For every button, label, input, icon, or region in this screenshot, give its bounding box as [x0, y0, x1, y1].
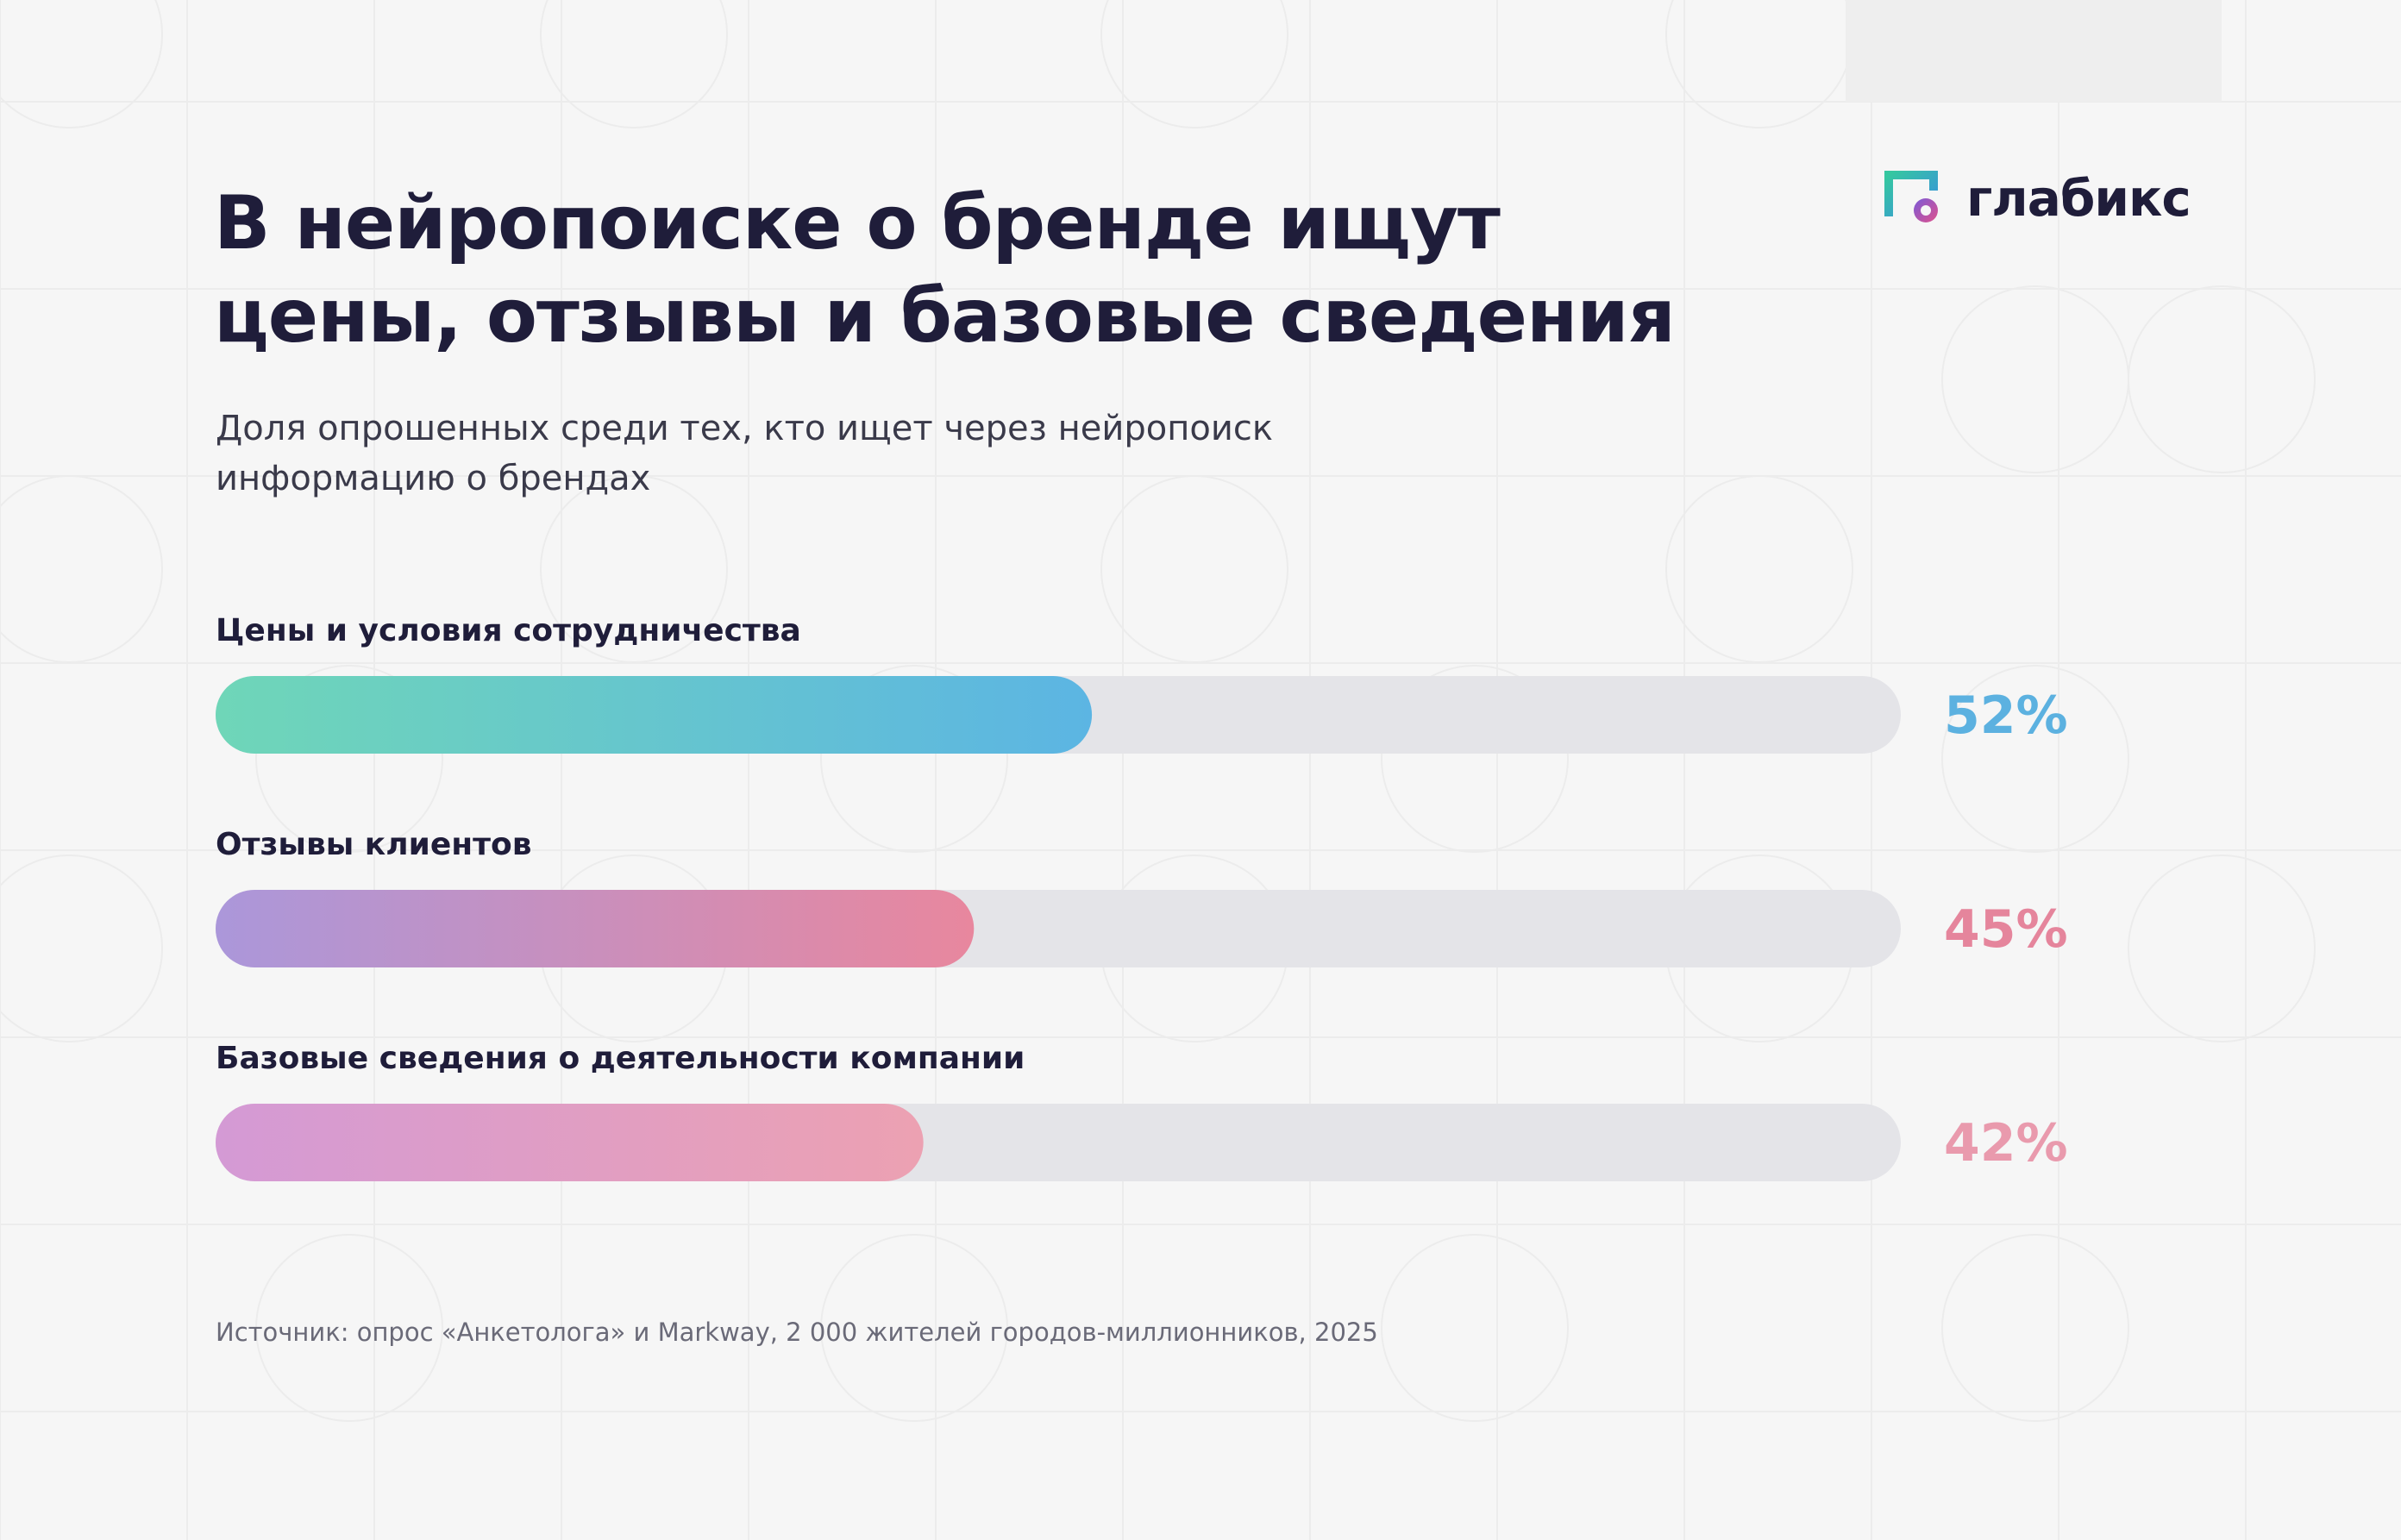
bar-value-label: 45% [1944, 899, 2068, 960]
bar-category-label: Отзывы клиентов [216, 827, 532, 862]
bar-category-label: Базовые сведения о деятельности компании [216, 1041, 1025, 1076]
bar-row: Базовые сведения о деятельности компании… [216, 1041, 2068, 1181]
brand-name: глабикс [1966, 169, 2191, 228]
subtitle-line-2: информацию о брендах [216, 459, 651, 498]
bar-value-label: 42% [1944, 1113, 2068, 1174]
page-title: В нейропоиске о бренде ищут цены, отзывы… [214, 177, 1676, 363]
bar-category-label: Цены и условия сотрудничества [216, 613, 801, 648]
subtitle-line-1: Доля опрошенных среди тех, кто ищет чере… [216, 409, 1273, 448]
source-note: Источник: опрос «Анкетолога» и Markway, … [216, 1318, 1378, 1347]
title-line-1: В нейропоиске о бренде ищут [214, 180, 1501, 266]
glabix-logo-icon [1884, 171, 1938, 222]
bar-value-label: 52% [1944, 685, 2068, 746]
page-subtitle: Доля опрошенных среди тех, кто ищет чере… [216, 404, 1273, 504]
bar [216, 1104, 924, 1181]
bar-row: Отзывы клиентов 45% [216, 827, 2068, 967]
bar [216, 676, 1093, 754]
bar-row: Цены и условия сотрудничества 52% [216, 613, 2068, 754]
title-line-2: цены, отзывы и базовые сведения [214, 273, 1676, 360]
bar [216, 890, 975, 967]
brand-logo: глабикс [1884, 164, 2191, 233]
